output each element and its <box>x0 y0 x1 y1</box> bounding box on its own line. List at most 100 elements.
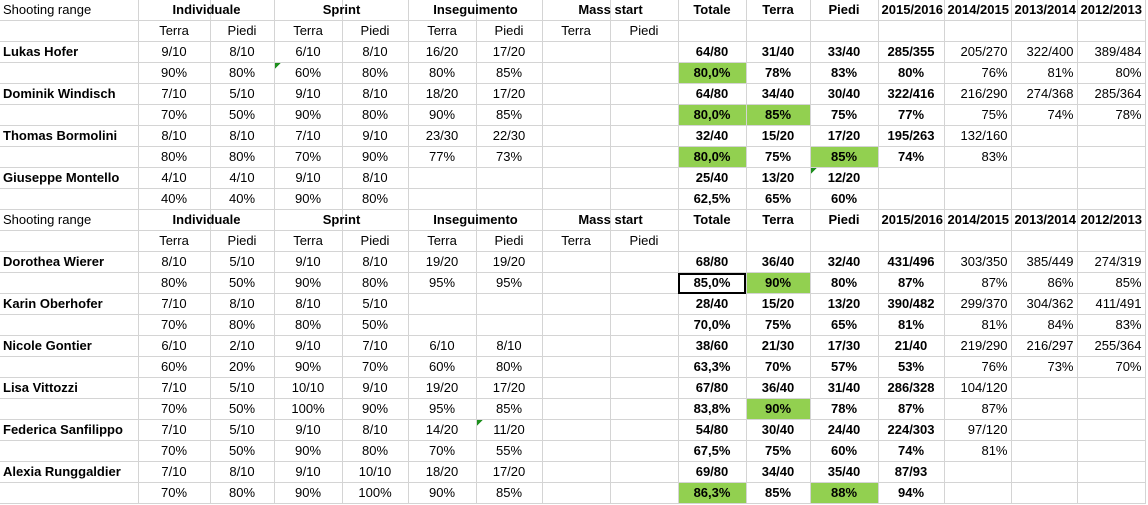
cell-r3-c5[interactable]: 80% <box>408 62 477 84</box>
cell-r22-c5[interactable]: 18/20 <box>408 461 477 483</box>
cell-r19-c5[interactable]: 95% <box>408 398 477 420</box>
cell-r13-c8[interactable] <box>610 272 679 294</box>
cell-r13-c12[interactable]: 87% <box>878 272 945 294</box>
cell-r8-c5[interactable] <box>408 167 477 189</box>
cell-r7-c6[interactable]: 73% <box>476 146 543 168</box>
cell-r5-c2[interactable]: 50% <box>210 104 275 126</box>
cell-r14-c4[interactable]: 5/10 <box>342 293 409 315</box>
cell-r6-c2[interactable]: 8/10 <box>210 125 275 147</box>
cell-r6-c6[interactable]: 22/30 <box>476 125 543 147</box>
cell-r10-c7[interactable]: Mass start <box>542 209 643 231</box>
cell-r6-c4[interactable]: 9/10 <box>342 125 409 147</box>
cell-r18-c14[interactable] <box>1011 377 1078 399</box>
cell-r0-c12[interactable]: 2015/2016 <box>878 0 945 21</box>
cell-r21-c10[interactable]: 75% <box>746 440 811 462</box>
cell-r22-c13[interactable] <box>944 461 1012 483</box>
cell-r0-c13[interactable]: 2014/2015 <box>944 0 1012 21</box>
cell-r9-c8[interactable] <box>610 188 679 210</box>
cell-r4-c10[interactable]: 34/40 <box>746 83 811 105</box>
cell-r1-c8[interactable]: Piedi <box>610 20 679 42</box>
cell-r13-c4[interactable]: 80% <box>342 272 409 294</box>
cell-r8-c3[interactable]: 9/10 <box>274 167 343 189</box>
cell-r22-c10[interactable]: 34/40 <box>746 461 811 483</box>
cell-r0-c0[interactable]: Shooting range <box>0 0 139 21</box>
cell-r16-c7[interactable] <box>542 335 611 357</box>
cell-r20-c6[interactable]: 11/20 <box>476 419 543 441</box>
cell-r21-c7[interactable] <box>542 440 611 462</box>
cell-r6-c7[interactable] <box>542 125 611 147</box>
cell-r16-c15[interactable]: 255/364 <box>1077 335 1146 357</box>
cell-r7-c7[interactable] <box>542 146 611 168</box>
cell-r0-c6[interactable] <box>476 0 543 21</box>
cell-r0-c1[interactable]: Individuale <box>138 0 240 21</box>
cell-r10-c12[interactable]: 2015/2016 <box>878 209 945 231</box>
cell-r4-c9[interactable]: 64/80 <box>678 83 747 105</box>
cell-r9-c4[interactable]: 80% <box>342 188 409 210</box>
cell-r23-c6[interactable]: 85% <box>476 482 543 504</box>
cell-r7-c2[interactable]: 80% <box>210 146 275 168</box>
cell-r1-c3[interactable]: Terra <box>274 20 343 42</box>
cell-r9-c11[interactable]: 60% <box>810 188 879 210</box>
cell-r23-c2[interactable]: 80% <box>210 482 275 504</box>
cell-r18-c9[interactable]: 67/80 <box>678 377 747 399</box>
cell-r17-c12[interactable]: 53% <box>878 356 945 378</box>
cell-r21-c15[interactable] <box>1077 440 1146 462</box>
cell-r19-c14[interactable] <box>1011 398 1078 420</box>
cell-r0-c3[interactable]: Sprint <box>274 0 360 21</box>
cell-r22-c1[interactable]: 7/10 <box>138 461 211 483</box>
cell-r1-c6[interactable]: Piedi <box>476 20 543 42</box>
cell-r14-c2[interactable]: 8/10 <box>210 293 275 315</box>
cell-r10-c4[interactable] <box>342 209 409 231</box>
cell-r13-c5[interactable]: 95% <box>408 272 477 294</box>
cell-r17-c4[interactable]: 70% <box>342 356 409 378</box>
cell-r3-c2[interactable]: 80% <box>210 62 275 84</box>
cell-r20-c4[interactable]: 8/10 <box>342 419 409 441</box>
cell-r23-c4[interactable]: 100% <box>342 482 409 504</box>
cell-r4-c12[interactable]: 322/416 <box>878 83 945 105</box>
cell-r12-c2[interactable]: 5/10 <box>210 251 275 273</box>
cell-r8-c15[interactable] <box>1077 167 1146 189</box>
cell-r14-c8[interactable] <box>610 293 679 315</box>
cell-r16-c0[interactable]: Nicole Gontier <box>0 335 139 357</box>
cell-r19-c6[interactable]: 85% <box>476 398 543 420</box>
cell-r3-c4[interactable]: 80% <box>342 62 409 84</box>
cell-r15-c3[interactable]: 80% <box>274 314 343 336</box>
cell-r15-c11[interactable]: 65% <box>810 314 879 336</box>
cell-r9-c0[interactable] <box>0 188 139 210</box>
cell-r0-c9[interactable]: Totale <box>678 0 747 21</box>
cell-r4-c7[interactable] <box>542 83 611 105</box>
cell-r8-c1[interactable]: 4/10 <box>138 167 211 189</box>
cell-r11-c7[interactable]: Terra <box>542 230 611 252</box>
cell-r15-c8[interactable] <box>610 314 679 336</box>
cell-r3-c3[interactable]: 60% <box>274 62 343 84</box>
cell-r23-c5[interactable]: 90% <box>408 482 477 504</box>
cell-r5-c0[interactable] <box>0 104 139 126</box>
cell-r0-c15[interactable]: 2012/2013 <box>1077 0 1146 21</box>
cell-r11-c11[interactable] <box>810 230 879 252</box>
cell-r11-c1[interactable]: Terra <box>138 230 211 252</box>
cell-r1-c13[interactable] <box>944 20 1012 42</box>
cell-r11-c2[interactable]: Piedi <box>210 230 275 252</box>
cell-r23-c0[interactable] <box>0 482 139 504</box>
cell-r7-c15[interactable] <box>1077 146 1146 168</box>
cell-r22-c2[interactable]: 8/10 <box>210 461 275 483</box>
cell-r11-c0[interactable] <box>0 230 139 252</box>
cell-r20-c1[interactable]: 7/10 <box>138 419 211 441</box>
cell-r7-c13[interactable]: 83% <box>944 146 1012 168</box>
cell-r1-c11[interactable] <box>810 20 879 42</box>
cell-r9-c6[interactable] <box>476 188 543 210</box>
cell-r5-c13[interactable]: 75% <box>944 104 1012 126</box>
cell-r8-c2[interactable]: 4/10 <box>210 167 275 189</box>
cell-r23-c8[interactable] <box>610 482 679 504</box>
cell-r5-c14[interactable]: 74% <box>1011 104 1078 126</box>
cell-r19-c7[interactable] <box>542 398 611 420</box>
cell-r9-c15[interactable] <box>1077 188 1146 210</box>
cell-r3-c7[interactable] <box>542 62 611 84</box>
cell-r19-c10[interactable]: 90% <box>746 398 811 420</box>
cell-r3-c14[interactable]: 81% <box>1011 62 1078 84</box>
cell-r8-c8[interactable] <box>610 167 679 189</box>
cell-r13-c9[interactable]: 85,0% <box>678 272 747 294</box>
cell-r8-c0[interactable]: Giuseppe Montello <box>0 167 139 189</box>
cell-r4-c8[interactable] <box>610 83 679 105</box>
cell-r12-c6[interactable]: 19/20 <box>476 251 543 273</box>
